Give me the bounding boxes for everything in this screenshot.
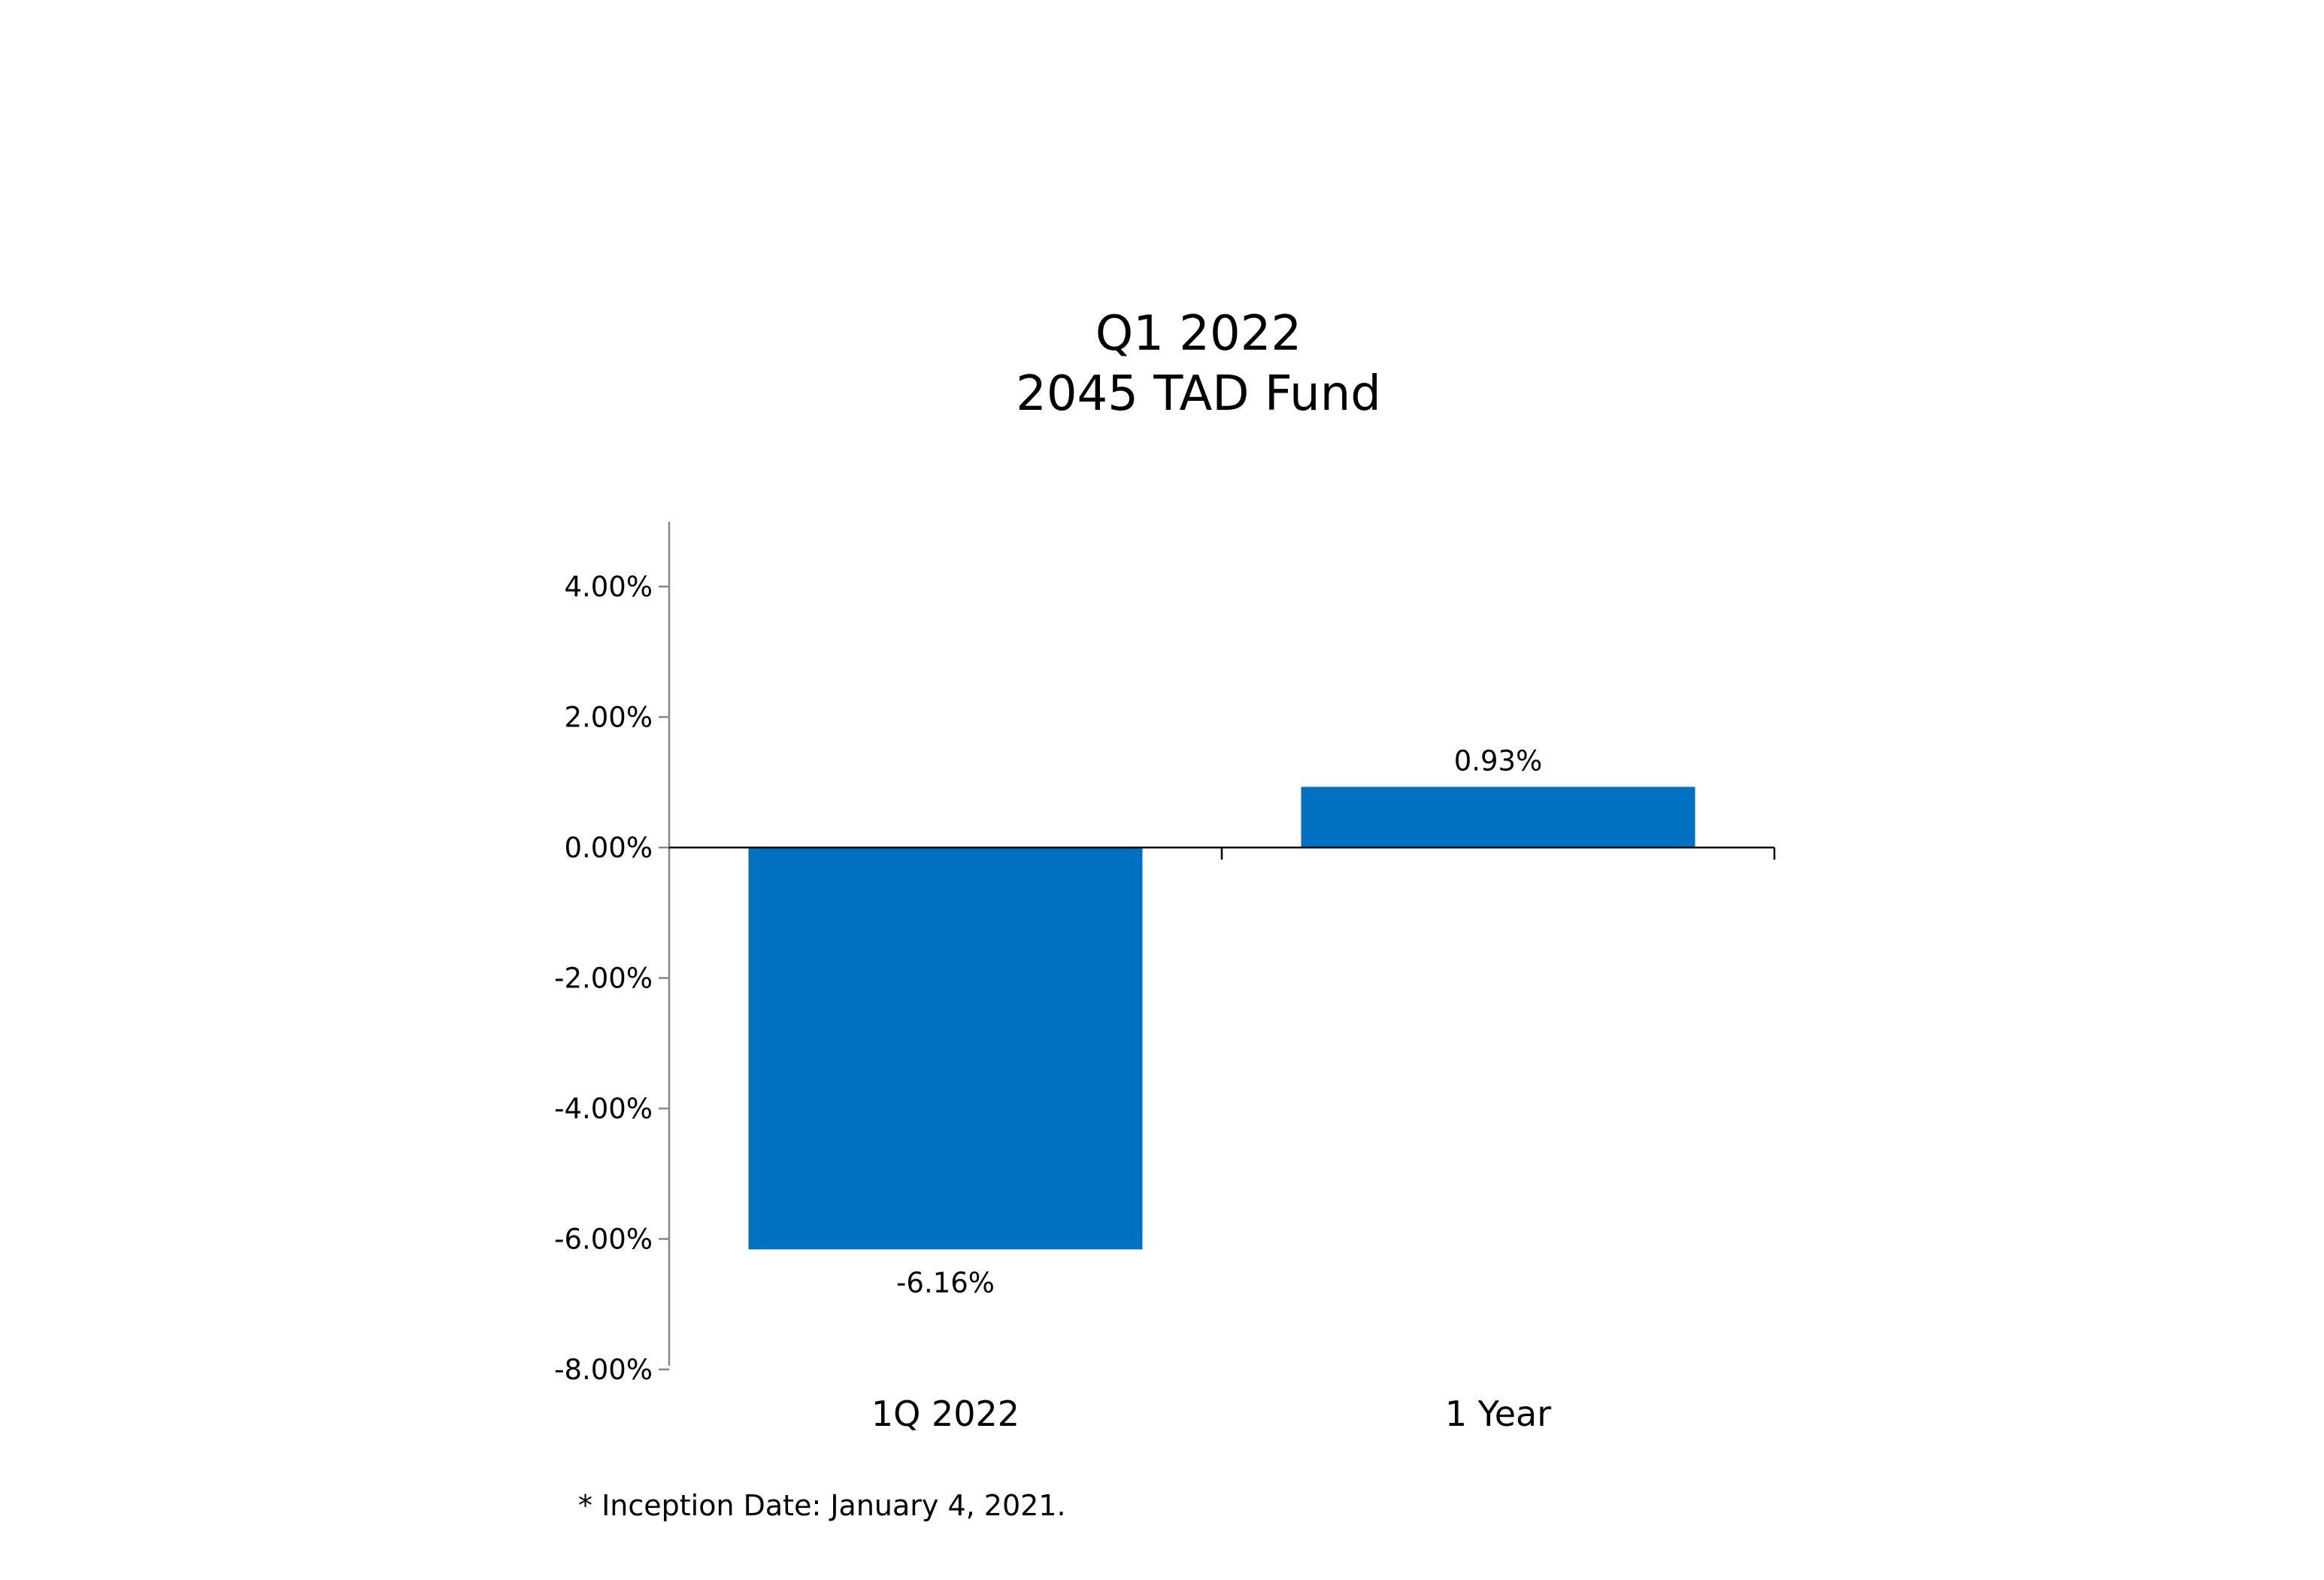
chart-title-line-2: 2045 TAD Fund (1016, 366, 1381, 422)
y-tick-label: -8.00% (554, 1354, 653, 1386)
x-tick-label: 1Q 2022 (871, 1393, 1020, 1434)
y-axis: 4.00% 2.00% 0.00% -2.00% -4.00% -6.00% -8.00% (554, 522, 671, 1386)
data-labels: -6.16% 0.93% (896, 745, 1542, 1299)
chart-title: Q1 2022 2045 TAD Fund (0, 304, 2324, 424)
x-tick-label: 1 Year (1445, 1393, 1551, 1434)
y-tick-label: 0.00% (564, 832, 653, 864)
y-tick-label: 2.00% (564, 702, 653, 734)
data-label: 0.93% (1454, 745, 1543, 777)
bar (1301, 787, 1695, 848)
y-tick-label: 4.00% (564, 571, 653, 603)
footnote: * Inception Date: January 4, 2021. (578, 1489, 1066, 1522)
y-tick-label: -6.00% (554, 1224, 653, 1256)
data-label: -6.16% (896, 1267, 995, 1299)
bar (748, 848, 1143, 1250)
y-tick-label: -4.00% (554, 1093, 653, 1125)
bars (748, 787, 1695, 1250)
x-axis (669, 846, 1776, 860)
x-axis-labels: 1Q 2022 1 Year (871, 1393, 1551, 1434)
y-tick-label: -2.00% (554, 963, 653, 995)
chart-title-line-1: Q1 2022 (1095, 306, 1302, 362)
